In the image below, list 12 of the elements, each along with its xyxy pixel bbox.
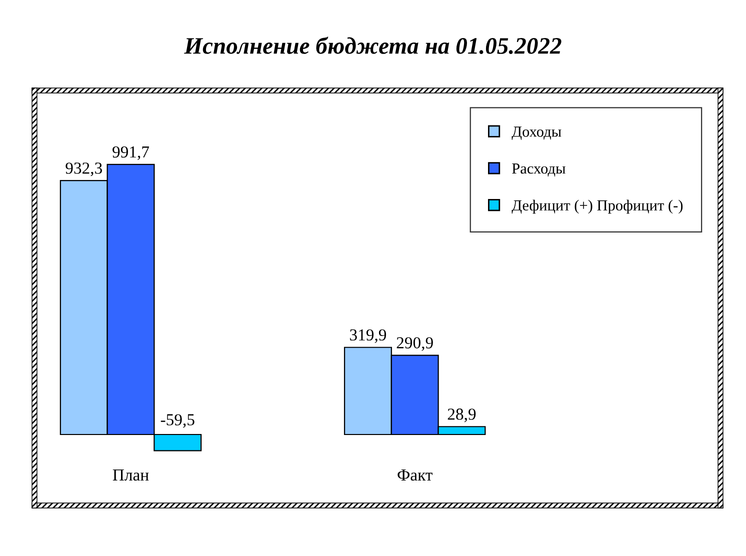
legend-label: Доходы <box>512 126 562 140</box>
data-label: 932,3 <box>66 162 102 176</box>
legend-label: Дефицит (+) Профицит (-) <box>512 200 683 214</box>
chart-title: Исполнение бюджета на 01.05.2022 <box>184 36 562 54</box>
data-label: 319,9 <box>350 329 386 343</box>
x-tick-label: План <box>112 470 149 481</box>
data-label: 28,9 <box>448 408 476 422</box>
data-label: -59,5 <box>160 414 194 428</box>
x-tick-label: Факт <box>398 470 432 481</box>
data-label: 991,7 <box>112 146 150 160</box>
data-label: 290,9 <box>396 337 433 351</box>
legend-label: Расходы <box>512 164 566 176</box>
